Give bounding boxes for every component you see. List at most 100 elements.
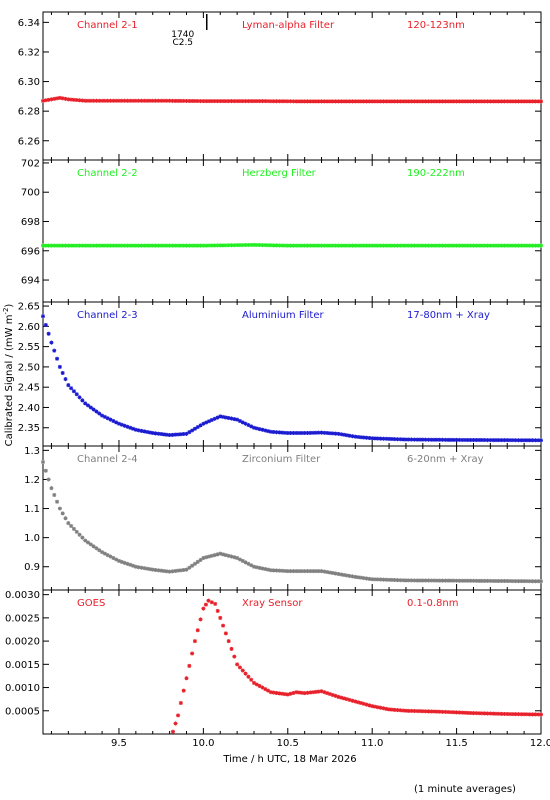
data-point <box>88 98 93 103</box>
data-point <box>294 431 299 436</box>
data-point <box>325 243 330 248</box>
data-point <box>305 243 310 248</box>
y-tick-label: 1.2 <box>24 475 40 486</box>
data-point <box>235 556 240 560</box>
data-point <box>454 99 459 104</box>
data-point <box>305 99 310 104</box>
data-point <box>381 577 386 582</box>
filter-name: Lyman-alpha Filter <box>242 20 335 31</box>
data-point <box>485 243 490 248</box>
plot-frame <box>42 445 542 591</box>
data-point <box>333 243 338 248</box>
data-point <box>454 437 459 442</box>
data-point <box>282 692 287 697</box>
data-point <box>395 708 400 713</box>
data-point <box>319 569 324 574</box>
data-point <box>204 243 209 248</box>
data-point <box>499 579 504 584</box>
data-point <box>457 578 462 583</box>
data-point <box>240 243 245 248</box>
data-point <box>195 99 200 104</box>
data-point <box>527 99 532 104</box>
data-point <box>80 535 85 540</box>
data-point <box>226 99 231 104</box>
data-point <box>277 99 282 104</box>
data-point <box>125 424 130 429</box>
data-point <box>299 690 304 695</box>
data-point <box>342 432 347 437</box>
data-point <box>426 709 431 714</box>
data-point <box>156 98 161 103</box>
data-point <box>133 243 138 248</box>
data-point <box>94 409 99 414</box>
data-point <box>358 99 363 104</box>
data-point <box>192 639 197 644</box>
data-point <box>412 99 417 104</box>
data-point <box>74 529 79 534</box>
data-point <box>280 691 285 696</box>
data-point <box>136 428 141 433</box>
data-point <box>111 243 116 248</box>
data-point <box>443 578 448 583</box>
data-point <box>198 423 203 428</box>
data-point <box>266 567 271 572</box>
data-point <box>235 662 240 667</box>
data-point <box>237 243 242 248</box>
data-point <box>266 243 271 248</box>
data-point <box>313 243 318 248</box>
data-point <box>204 99 209 104</box>
data-point <box>66 243 71 248</box>
data-point <box>516 712 521 717</box>
data-point <box>280 99 285 104</box>
data-point <box>327 570 332 575</box>
data-point <box>97 98 102 103</box>
data-point <box>266 429 271 434</box>
data-point <box>412 578 417 583</box>
data-point <box>381 706 386 711</box>
data-point <box>218 551 223 556</box>
data-point <box>221 623 226 628</box>
data-point <box>119 559 124 564</box>
data-point <box>327 431 332 436</box>
data-point <box>176 713 181 718</box>
data-point <box>207 419 211 424</box>
data-point <box>406 99 411 104</box>
data-point <box>181 688 186 693</box>
data-point <box>184 676 189 681</box>
data-point <box>257 99 262 104</box>
data-point <box>277 568 282 573</box>
data-point <box>94 243 99 248</box>
data-point <box>508 438 513 443</box>
data-point <box>243 243 248 248</box>
data-point <box>83 98 88 103</box>
data-point <box>522 243 527 248</box>
data-point <box>229 646 234 651</box>
x-tick-label: 10.0 <box>192 738 214 749</box>
data-point <box>378 577 383 582</box>
data-point <box>122 98 127 103</box>
data-point <box>311 430 316 435</box>
data-point <box>237 418 242 423</box>
data-point <box>249 677 254 682</box>
y-tick-label: 6.26 <box>18 136 40 147</box>
data-point <box>249 424 254 429</box>
wavelength-range: 6-20nm + Xray <box>407 454 484 465</box>
plot-frame <box>42 159 542 303</box>
data-point <box>145 98 150 103</box>
data-point <box>294 99 299 104</box>
data-point <box>271 568 276 573</box>
data-point <box>209 553 214 558</box>
data-point <box>389 99 394 104</box>
data-point <box>235 243 240 248</box>
data-point <box>184 431 189 436</box>
data-point <box>274 430 279 435</box>
x-tick-label: 10.5 <box>277 738 299 749</box>
y-tick-label: 0.0015 <box>5 660 40 671</box>
data-point <box>426 243 431 248</box>
y-tick-label: 6.32 <box>18 47 40 58</box>
data-point <box>502 243 507 248</box>
data-point <box>285 431 290 436</box>
data-point <box>330 692 335 697</box>
data-point <box>299 99 304 104</box>
data-point <box>342 696 347 701</box>
